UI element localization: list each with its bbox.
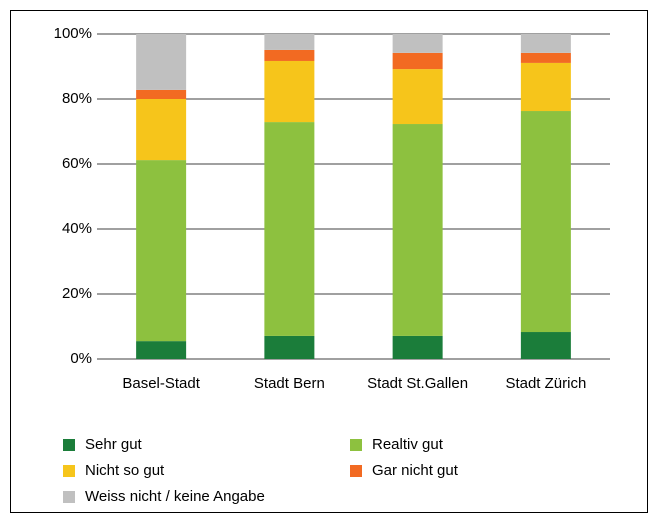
bar-segment <box>136 99 187 161</box>
y-tick-label: 80% <box>62 90 92 107</box>
bar-segment <box>264 335 315 359</box>
bar-segment <box>520 34 571 53</box>
bar-segment <box>264 60 315 123</box>
bar-segment <box>392 335 443 359</box>
bar-segment <box>136 341 187 359</box>
legend-label: Weiss nicht / keine Angabe <box>85 488 265 505</box>
y-tick-label: 60% <box>62 155 92 172</box>
bar-segment <box>520 62 571 112</box>
bar-segment <box>264 49 315 61</box>
x-tick-label: Basel-Stadt <box>122 375 200 392</box>
legend-swatch <box>63 465 75 477</box>
legend-swatch <box>63 439 75 451</box>
bar-segment <box>136 160 187 342</box>
bar-segment <box>136 34 187 90</box>
x-tick-label: Stadt Bern <box>254 375 325 392</box>
y-tick-label: 40% <box>62 220 92 237</box>
legend-label: Sehr gut <box>85 436 143 453</box>
bar-segment <box>520 52 571 63</box>
legend-swatch <box>350 465 362 477</box>
bar-segment <box>392 124 443 336</box>
legend-swatch <box>350 439 362 451</box>
legend-label: Gar nicht gut <box>372 462 459 479</box>
y-tick-label: 0% <box>70 350 92 367</box>
y-tick-label: 20% <box>62 285 92 302</box>
legend-label: Nicht so gut <box>85 462 165 479</box>
bar-segment <box>392 52 443 70</box>
legend-swatch <box>63 491 75 503</box>
bar-segment <box>264 34 315 50</box>
legend-label: Realtiv gut <box>372 436 444 453</box>
x-tick-label: Stadt St.Gallen <box>367 375 468 392</box>
x-tick-label: Stadt Zürich <box>505 375 586 392</box>
bar-segment <box>520 332 571 359</box>
bar-segment <box>264 122 315 336</box>
bar-segment <box>136 89 187 99</box>
bar-segment <box>392 34 443 53</box>
bar-segment <box>520 111 571 333</box>
bar-segment <box>392 69 443 125</box>
y-tick-label: 100% <box>54 25 92 42</box>
